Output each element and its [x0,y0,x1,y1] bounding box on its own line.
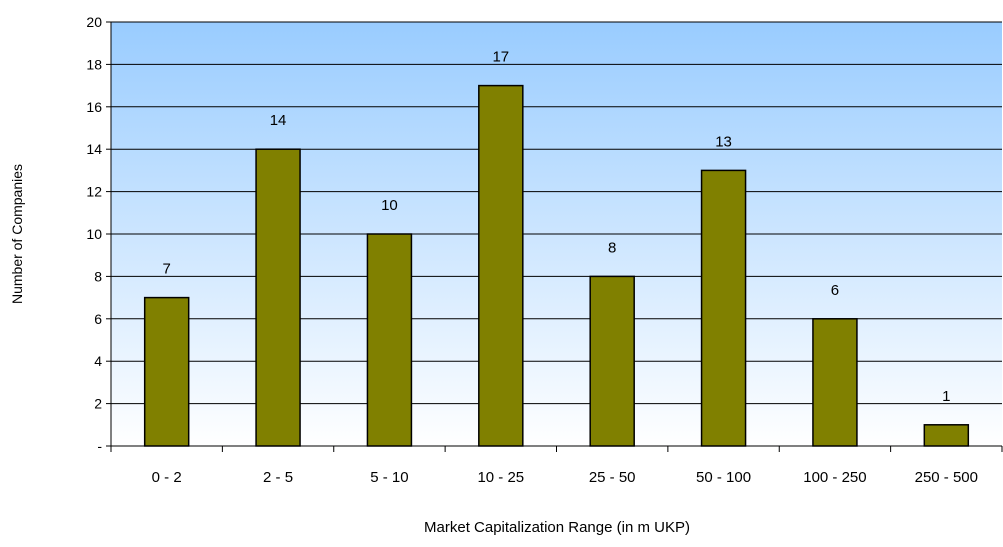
data-label: 13 [715,133,732,150]
y-tick-label: - [97,438,102,454]
x-tick-label: 5 - 10 [370,469,408,486]
data-label: 6 [831,282,839,299]
bar-10-25 [478,84,524,447]
bar-25-50 [589,275,635,447]
y-tick-label: 2 [94,396,102,412]
x-tick-label: 2 - 5 [263,469,293,486]
y-tick-label: 14 [86,141,102,157]
data-label: 8 [608,239,616,256]
x-tick-label: 250 - 500 [915,469,978,486]
y-tick-label: 12 [86,184,102,200]
y-tick-label: 18 [86,56,102,72]
x-tick-label: 100 - 250 [803,469,866,486]
bar-5-10 [366,233,413,447]
y-tick-label: 4 [94,353,102,369]
data-label: 10 [381,197,398,214]
data-labels: 7 14 10 17 8 13 6 1 [163,49,951,405]
y-tick-label: 20 [86,14,102,30]
y-axis-title: Number of Companies [9,164,25,304]
x-tick-label: 0 - 2 [152,469,182,486]
data-label: 17 [492,49,509,66]
data-label: 1 [942,388,950,405]
bar-2-5 [255,148,301,447]
bar-0-2 [143,296,190,447]
bar-50-100 [700,169,747,447]
x-tick-label: 10 - 25 [477,469,524,486]
y-tick-label: 8 [94,268,102,284]
data-label: 7 [163,261,171,278]
x-tick-label: 25 - 50 [589,469,636,486]
y-tick-label: 6 [94,311,102,327]
x-axis-title: Market Capitalization Range (in m UKP) [424,519,690,536]
y-tick-label: 16 [86,99,102,115]
bar-250-500 [923,424,970,447]
bars [143,84,970,447]
y-tick-label: 10 [86,226,102,242]
bar-100-250 [812,318,858,447]
x-tick-label: 50 - 100 [696,469,751,486]
data-label: 14 [270,112,287,129]
